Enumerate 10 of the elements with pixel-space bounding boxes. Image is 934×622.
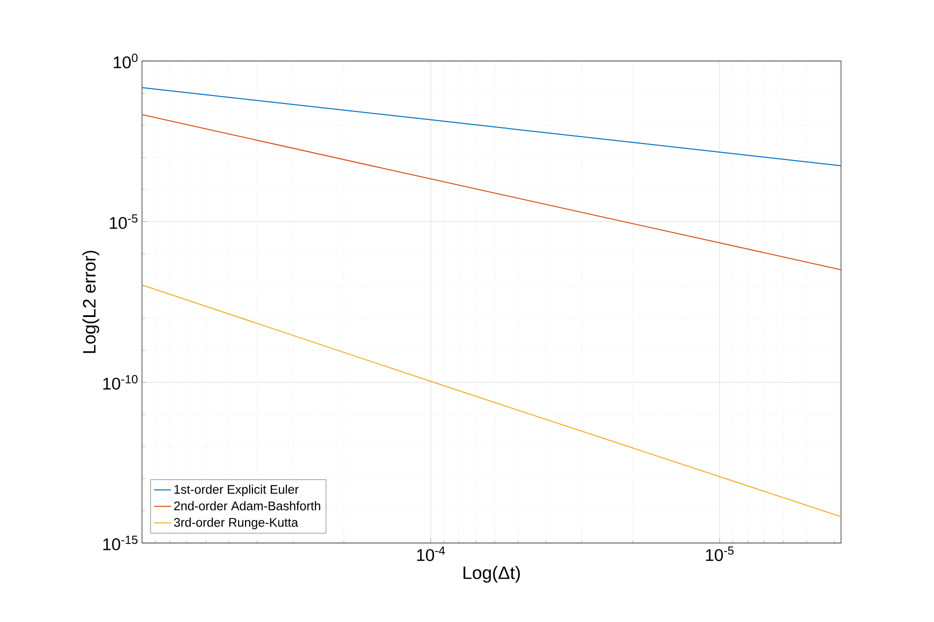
y-axis-title: Log(L2 error) [82, 250, 100, 353]
legend-label: 2nd-order Adam-Bashforth [174, 501, 320, 510]
y-tick-label: 10$^{0}$ [114, 54, 138, 68]
legend-label: 1st-order Explicit Euler [174, 484, 299, 496]
x-axis-title: Log(Δt) [464, 566, 520, 583]
legend-label: 3rd-order Runge-Kutta [174, 518, 298, 530]
y-tick-label: 10$^{-15}$ [103, 536, 138, 550]
y-tick-label: 10$^{-5}$ [110, 214, 138, 229]
x-tick-label: 10$^{-4}$ [417, 546, 445, 562]
y-tick-label: 10$^{-10}$ [103, 374, 138, 390]
